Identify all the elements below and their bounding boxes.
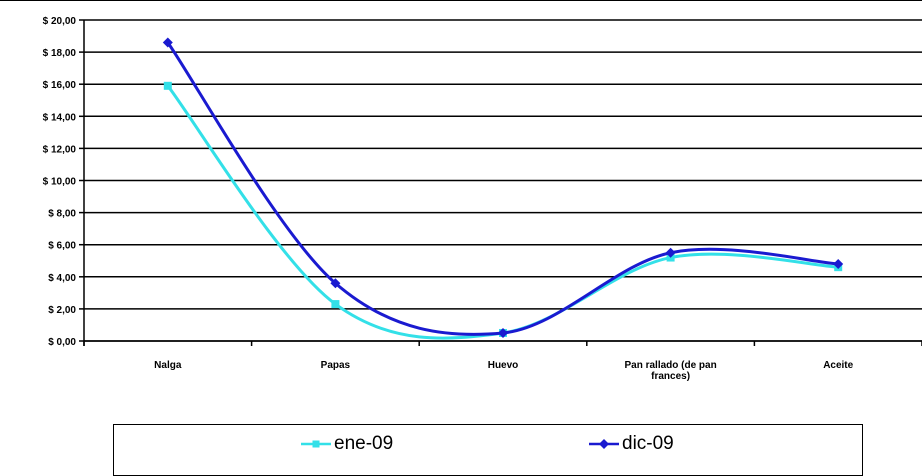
point-dic-09-2: [498, 327, 508, 338]
legend-label-dic-09: dic-09: [622, 433, 674, 454]
point-dic-09-3: [665, 247, 676, 258]
y-tick-label: $ 20,00: [43, 16, 77, 27]
point-ene-09-1: [331, 300, 340, 309]
y-tick-label: $ 16,00: [43, 80, 77, 91]
x-tick-label: Nalga: [154, 360, 182, 371]
y-tick-label: $ 14,00: [43, 112, 77, 123]
point-dic-09-1: [330, 278, 341, 289]
axes: [79, 19, 922, 346]
x-tick-label: Papas: [321, 360, 351, 371]
legend-item-ene-09: ene-09: [301, 433, 393, 455]
legend-label-ene-09: ene-09: [334, 433, 394, 454]
y-tick-label: $ 4,00: [48, 273, 76, 284]
series: [162, 37, 844, 340]
y-tick-label: $ 10,00: [43, 177, 77, 188]
y-tick-label: $ 18,00: [43, 48, 77, 59]
y-tick-label: $ 12,00: [43, 144, 77, 155]
gridlines: [84, 19, 922, 342]
legend: ene-09 dic-09: [113, 424, 863, 476]
x-tick-label: Pan rallado (de pan frances): [624, 360, 716, 382]
line-chart: $ 0,00 $ 2,00 $ 4,00 $ 6,00 $ 8,00 $ 10,00 $ 1…: [0, 0, 922, 382]
y-tick-label: $ 6,00: [48, 241, 76, 252]
legend-item-dic-09: dic-09: [589, 433, 674, 455]
legend-marker-dic-09: [589, 439, 619, 449]
point-dic-09-4: [833, 258, 844, 269]
point-ene-09-0: [163, 81, 172, 90]
legend-marker-ene-09: [301, 440, 331, 448]
axis-labels: $ 0,00 $ 2,00 $ 4,00 $ 6,00 $ 8,00 $ 10,00 $ 1…: [43, 16, 854, 382]
y-tick-label: $ 0,00: [48, 337, 76, 348]
y-tick-label: $ 2,00: [48, 305, 76, 316]
series-line-dic-09: [166, 41, 839, 336]
x-tick-label: Aceite: [823, 360, 853, 371]
point-dic-09-0: [162, 37, 173, 48]
x-tick-label: Huevo: [488, 360, 519, 371]
y-tick-label: $ 8,00: [48, 209, 76, 220]
